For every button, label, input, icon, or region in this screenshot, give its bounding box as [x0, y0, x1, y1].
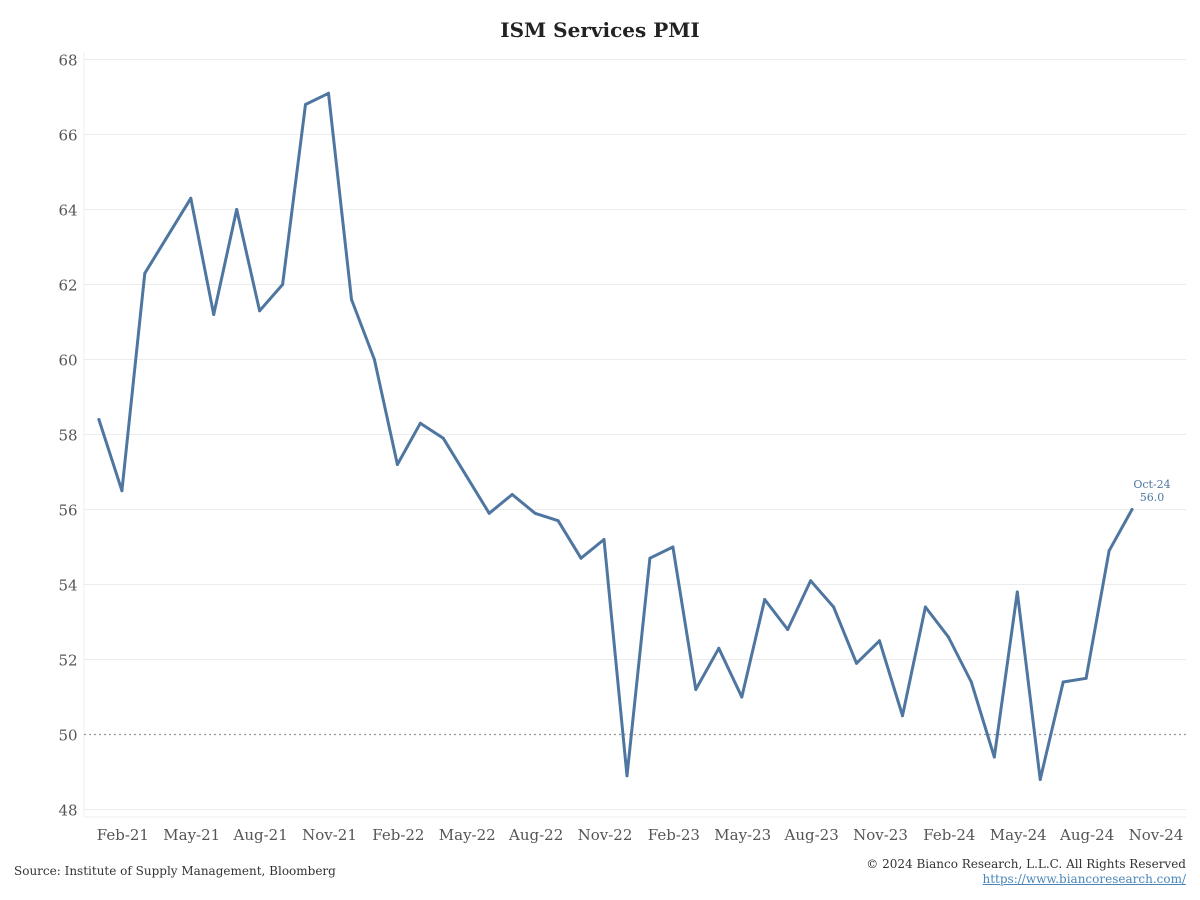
y-tick-label: 48: [58, 802, 77, 820]
data-point: [487, 511, 491, 515]
data-point: [969, 680, 973, 684]
last-value-annotation: Oct-24 56.0: [1133, 478, 1170, 504]
chart-title: ISM Services PMI: [500, 18, 699, 42]
x-tick-label: Feb-21: [97, 826, 149, 844]
source-note: Source: Institute of Supply Management, …: [14, 864, 336, 878]
data-point: [832, 605, 836, 609]
data-point: [556, 519, 560, 523]
data-point: [717, 646, 721, 650]
data-point: [1038, 778, 1042, 781]
data-point: [946, 635, 950, 639]
data-point: [166, 234, 170, 238]
data-point: [648, 556, 652, 560]
data-point: [763, 598, 767, 601]
annotation-value: 56.0: [1140, 491, 1165, 504]
data-point: [143, 271, 147, 275]
gridlines: [83, 52, 1186, 818]
series-line: [97, 91, 1134, 781]
data-point: [602, 538, 606, 541]
data-point: [671, 545, 675, 549]
y-axis: 48 50 52 54 56 58 60 62 64 66 68: [58, 52, 77, 820]
data-point: [809, 579, 813, 583]
y-tick-label: 58: [58, 427, 77, 445]
website-link[interactable]: https://www.biancoresearch.com/: [982, 872, 1186, 886]
x-axis: Feb-21 May-21 Aug-21 Nov-21 Feb-22 May-22 Aug-…: [97, 826, 1184, 844]
data-point: [120, 489, 124, 493]
data-point: [97, 418, 101, 421]
data-point: [694, 688, 698, 691]
y-tick-label: 68: [58, 52, 77, 70]
x-tick-label: Nov-24: [1129, 826, 1184, 844]
x-tick-label: May-21: [163, 826, 220, 844]
data-point: [786, 628, 790, 631]
data-point: [258, 309, 262, 313]
x-tick-label: May-24: [990, 826, 1047, 844]
x-tick-label: Feb-22: [372, 826, 424, 844]
x-tick-label: Feb-24: [923, 826, 975, 844]
data-point: [740, 695, 744, 699]
data-point: [923, 605, 927, 609]
data-point: [395, 463, 399, 466]
copyright-text: © 2024 Bianco Research, L.L.C. All Right…: [866, 857, 1186, 871]
data-point: [533, 511, 537, 515]
copyright-block: © 2024 Bianco Research, L.L.C. All Right…: [866, 857, 1186, 887]
data-point: [1130, 508, 1134, 511]
y-tick-label: 64: [58, 202, 77, 220]
data-point: [418, 421, 422, 425]
data-point: [441, 436, 445, 440]
y-tick-label: 62: [58, 277, 77, 295]
data-point: [281, 283, 285, 286]
data-point: [900, 714, 904, 718]
data-point: [992, 755, 996, 759]
y-tick-label: 60: [58, 352, 77, 370]
x-tick-label: Aug-23: [783, 826, 838, 844]
data-point: [579, 556, 583, 560]
x-tick-label: Aug-24: [1059, 826, 1114, 844]
data-point: [327, 91, 331, 95]
data-point: [464, 474, 468, 478]
data-point: [235, 208, 239, 211]
line-chart: ISM Services PMI 4850525456586062646668 …: [58, 18, 1186, 844]
x-tick-label: May-22: [439, 826, 496, 844]
x-tick-label: Nov-23: [853, 826, 908, 844]
annotation-label: Oct-24: [1133, 478, 1170, 491]
data-point: [855, 661, 859, 665]
y-tick-label: 50: [58, 727, 77, 745]
x-tick-label: Aug-21: [232, 826, 287, 844]
y-tick-label: 52: [58, 652, 77, 670]
data-point: [1015, 590, 1019, 594]
data-point: [372, 358, 376, 361]
x-tick-label: Nov-22: [578, 826, 633, 844]
data-point: [878, 639, 882, 643]
data-point: [212, 313, 216, 316]
x-tick-label: May-23: [714, 826, 771, 844]
data-point: [625, 774, 629, 778]
x-tick-label: Nov-21: [302, 826, 357, 844]
x-tick-label: Feb-23: [648, 826, 700, 844]
data-point: [510, 493, 514, 496]
data-point: [304, 103, 308, 106]
x-tick-label: Aug-22: [508, 826, 563, 844]
data-point: [1061, 680, 1065, 684]
data-point: [1084, 676, 1088, 680]
y-tick-label: 54: [58, 577, 77, 595]
data-point: [349, 298, 353, 301]
series-group: [97, 91, 1134, 781]
y-tick-label: 66: [58, 127, 77, 145]
y-tick-label: 56: [58, 502, 77, 520]
data-point: [189, 196, 193, 200]
data-point: [1107, 549, 1111, 553]
